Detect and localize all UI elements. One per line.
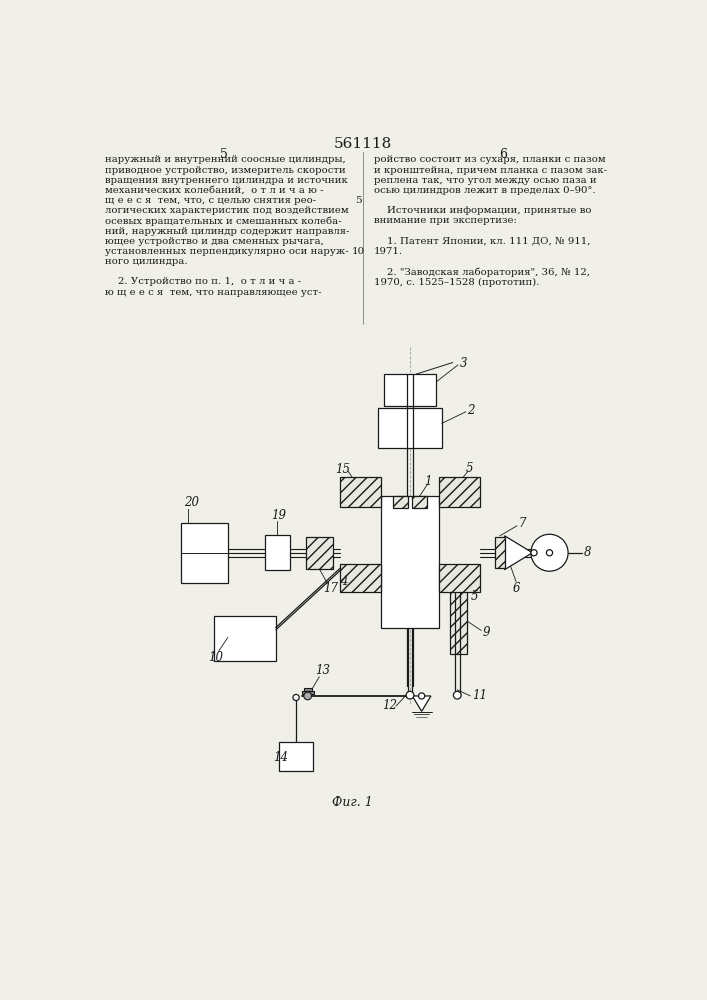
Text: 20: 20 bbox=[185, 496, 199, 509]
Text: 9: 9 bbox=[483, 626, 491, 639]
Text: 13: 13 bbox=[315, 664, 330, 677]
Text: установленных перпендикулярно оси наруж-: установленных перпендикулярно оси наруж- bbox=[105, 247, 349, 256]
Text: 3: 3 bbox=[460, 357, 467, 370]
Text: 1: 1 bbox=[424, 475, 431, 488]
Circle shape bbox=[406, 691, 414, 699]
Circle shape bbox=[419, 693, 425, 699]
Circle shape bbox=[531, 550, 537, 556]
Text: внимание при экспертизе:: внимание при экспертизе: bbox=[373, 216, 516, 225]
Text: реплена так, что угол между осью паза и: реплена так, что угол между осью паза и bbox=[373, 176, 596, 185]
Bar bbox=[384, 374, 436, 406]
Circle shape bbox=[304, 692, 312, 700]
Circle shape bbox=[547, 550, 553, 556]
Bar bbox=[279, 742, 313, 771]
Text: 1971.: 1971. bbox=[373, 247, 403, 256]
Text: 6: 6 bbox=[513, 582, 520, 595]
Text: осью цилиндров лежит в пределах 0–90°.: осью цилиндров лежит в пределах 0–90°. bbox=[373, 186, 595, 195]
Text: Фиг. 1: Фиг. 1 bbox=[332, 796, 373, 809]
Bar bbox=[301, 691, 314, 694]
Text: 2. Устройство по п. 1,  о т л и ч а -: 2. Устройство по п. 1, о т л и ч а - bbox=[105, 277, 302, 286]
Text: 11: 11 bbox=[472, 689, 487, 702]
Bar bbox=[378, 408, 442, 448]
Text: 2. "Заводская лаборатория", 36, № 12,: 2. "Заводская лаборатория", 36, № 12, bbox=[373, 267, 590, 277]
Bar bbox=[304, 688, 312, 691]
Polygon shape bbox=[505, 536, 532, 570]
Text: 2: 2 bbox=[467, 404, 475, 417]
Bar bbox=[340, 564, 380, 592]
Text: 7: 7 bbox=[518, 517, 526, 530]
Bar bbox=[182, 523, 228, 583]
Text: 5: 5 bbox=[356, 196, 362, 205]
Text: ного цилиндра.: ного цилиндра. bbox=[105, 257, 188, 266]
Text: вращения внутреннего цилиндра и источник: вращения внутреннего цилиндра и источник bbox=[105, 176, 348, 185]
Bar bbox=[214, 616, 276, 661]
Text: 10: 10 bbox=[352, 247, 366, 256]
Text: ю щ е е с я  тем, что направляющее уст-: ю щ е е с я тем, что направляющее уст- bbox=[105, 288, 322, 297]
Text: 8: 8 bbox=[583, 546, 591, 559]
Text: и кронштейна, причем планка с пазом зак-: и кронштейна, причем планка с пазом зак- bbox=[373, 166, 607, 175]
Text: 5: 5 bbox=[220, 148, 228, 161]
Text: 15: 15 bbox=[336, 463, 351, 476]
Text: Источники информации, принятые во: Источники информации, принятые во bbox=[373, 206, 591, 215]
Bar bbox=[340, 477, 380, 507]
Polygon shape bbox=[412, 696, 431, 711]
Text: механических колебаний,  о т л и ч а ю -: механических колебаний, о т л и ч а ю - bbox=[105, 186, 324, 195]
Bar bbox=[450, 590, 467, 654]
Bar bbox=[306, 537, 332, 569]
Text: 5: 5 bbox=[466, 462, 473, 475]
Text: логических характеристик под воздействием: логических характеристик под воздействие… bbox=[105, 206, 349, 215]
Text: ройство состоит из сухаря, планки с пазом: ройство состоит из сухаря, планки с пазо… bbox=[373, 155, 605, 164]
Bar bbox=[380, 496, 440, 628]
Bar bbox=[440, 564, 480, 592]
Text: 17: 17 bbox=[323, 582, 338, 595]
Text: 19: 19 bbox=[271, 509, 286, 522]
Text: осевых вращательных и смешанных колеба-: осевых вращательных и смешанных колеба- bbox=[105, 216, 342, 226]
Text: наружный и внутренний соосные цилиндры,: наружный и внутренний соосные цилиндры, bbox=[105, 155, 346, 164]
Bar bbox=[495, 537, 505, 568]
Text: 5: 5 bbox=[470, 590, 478, 603]
Text: 12: 12 bbox=[382, 699, 397, 712]
Text: 1970, с. 1525–1528 (прототип).: 1970, с. 1525–1528 (прототип). bbox=[373, 277, 539, 287]
Text: ний, наружный цилиндр содержит направля-: ний, наружный цилиндр содержит направля- bbox=[105, 227, 350, 236]
Bar bbox=[393, 496, 408, 508]
Text: 1. Патент Японии, кл. 111 ДО, № 911,: 1. Патент Японии, кл. 111 ДО, № 911, bbox=[373, 237, 590, 246]
Text: 4: 4 bbox=[340, 575, 348, 588]
Text: щ е е с я  тем, что, с целью снятия рео-: щ е е с я тем, что, с целью снятия рео- bbox=[105, 196, 317, 205]
Circle shape bbox=[293, 694, 299, 701]
Text: приводное устройство, измеритель скорости: приводное устройство, измеритель скорост… bbox=[105, 166, 346, 175]
Bar bbox=[440, 477, 480, 507]
Text: 6: 6 bbox=[499, 148, 507, 161]
Bar bbox=[265, 535, 290, 570]
Text: 561118: 561118 bbox=[334, 137, 392, 151]
Circle shape bbox=[453, 691, 461, 699]
Text: ющее устройство и два сменных рычага,: ющее устройство и два сменных рычага, bbox=[105, 237, 325, 246]
Text: 10: 10 bbox=[208, 651, 223, 664]
Circle shape bbox=[531, 534, 568, 571]
Bar bbox=[412, 496, 427, 508]
Text: 14: 14 bbox=[273, 751, 288, 764]
